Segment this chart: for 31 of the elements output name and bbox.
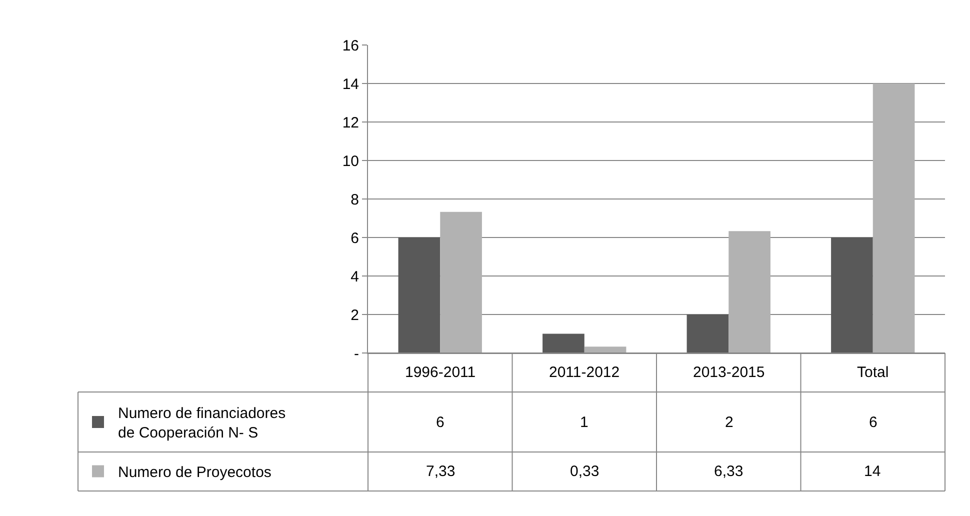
data-label: 6	[436, 414, 444, 431]
x-tick-label: Total	[857, 364, 889, 381]
bar	[831, 238, 873, 353]
bar	[440, 212, 482, 353]
data-label: 1	[580, 414, 588, 431]
y-tick-label: 10	[342, 152, 359, 170]
bar	[584, 346, 626, 353]
y-tick-label: 14	[342, 76, 359, 93]
y-tick-label: -	[354, 345, 359, 362]
y-tick-label: 16	[342, 37, 359, 54]
legend-label: Numero de Proyecotos	[118, 464, 272, 482]
y-tick-label: 6	[350, 230, 359, 247]
data-label: 6,33	[714, 463, 744, 480]
legend-label: Numero de financiadores de Cooperación N- S	[118, 405, 286, 442]
y-tick-label: 2	[350, 306, 359, 324]
bar	[686, 314, 729, 353]
data-label: 14	[864, 463, 881, 480]
data-label: 0,33	[570, 463, 600, 480]
bar	[398, 238, 440, 353]
x-tick-label: 1996-2011	[405, 364, 476, 381]
y-tick-label: 12	[342, 114, 359, 132]
data-label: 2	[725, 414, 734, 431]
bar	[872, 84, 915, 353]
x-tick-label: 2011-2012	[549, 364, 620, 381]
x-tick-label: 2013-2015	[693, 364, 765, 381]
bar	[542, 334, 584, 353]
bar	[728, 231, 770, 353]
data-label: 6	[869, 414, 878, 431]
y-tick-label: 4	[350, 268, 359, 286]
data-label: 7,33	[426, 463, 456, 480]
y-tick-label: 8	[350, 191, 359, 208]
